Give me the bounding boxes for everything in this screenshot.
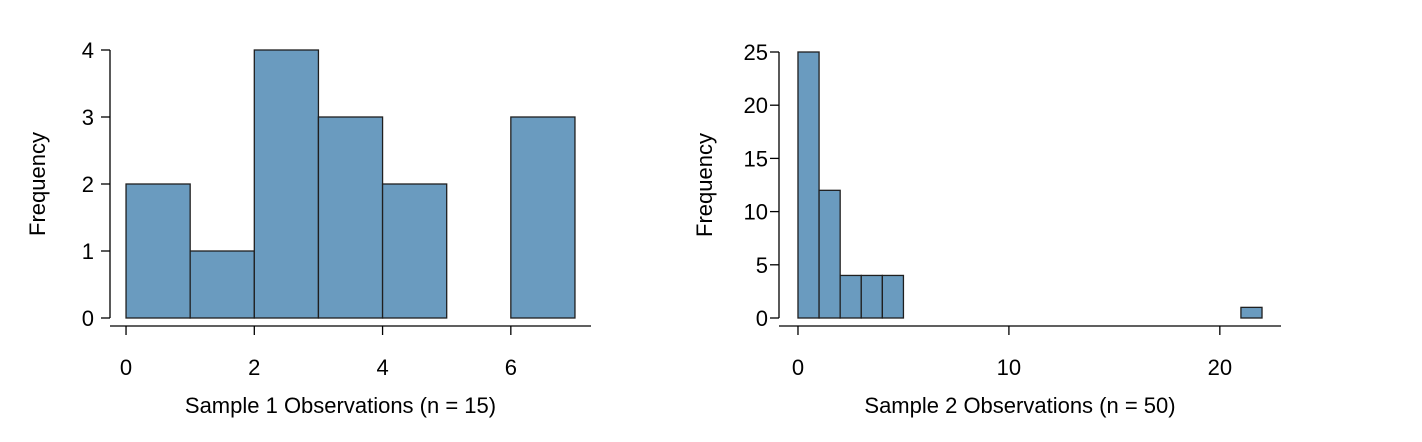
histogram-bar: [839, 274, 862, 319]
x-axis-title: Sample 2 Observations (n = 50): [864, 393, 1175, 418]
y-tick-label: 0: [82, 306, 94, 331]
histogram-bar: [860, 274, 884, 319]
histogram-bar: [189, 250, 255, 319]
y-axis-title: Frequency: [25, 132, 50, 236]
y-tick-label: 4: [82, 38, 94, 63]
histogram-bar: [125, 183, 191, 319]
histogram-bar: [881, 274, 905, 319]
histogram-bar: [317, 116, 384, 319]
x-tick-label: 10: [997, 355, 1021, 380]
histogram-bar: [818, 189, 841, 319]
histogram-bar: [1240, 306, 1263, 319]
x-tick-label: 2: [248, 355, 260, 380]
y-tick-label: 2: [82, 172, 94, 197]
histogram-bar: [381, 183, 448, 319]
histogram-bar: [510, 116, 576, 319]
y-axis-title: Frequency: [692, 133, 717, 237]
x-tick-label: 0: [792, 355, 804, 380]
y-tick-label: 15: [744, 146, 768, 171]
sample-2-histogram-panel: 0 5 10 15 20 25 0 10 20 Sample 2 Observations (n …: [692, 40, 1281, 418]
y-tick-label: 1: [82, 239, 94, 264]
x-axis-title: Sample 1 Observations (n = 15): [185, 393, 496, 418]
histogram-bar: [797, 51, 820, 319]
y-tick-label: 10: [744, 200, 768, 225]
x-tick-label: 0: [120, 355, 132, 380]
sample-1-histogram-panel: 0 1 2 3 4 0 2 4 6 Sample 1 Observations (n = 15) F…: [25, 38, 591, 418]
y-tick-label: 5: [756, 253, 768, 278]
y-tick-label: 0: [756, 306, 768, 331]
x-tick-label: 4: [376, 355, 388, 380]
y-tick-label: 3: [82, 105, 94, 130]
histogram-bar: [253, 49, 320, 319]
x-tick-label: 20: [1208, 355, 1232, 380]
y-tick-label: 25: [744, 40, 768, 65]
x-tick-label: 6: [505, 355, 517, 380]
y-tick-label: 20: [744, 93, 768, 118]
